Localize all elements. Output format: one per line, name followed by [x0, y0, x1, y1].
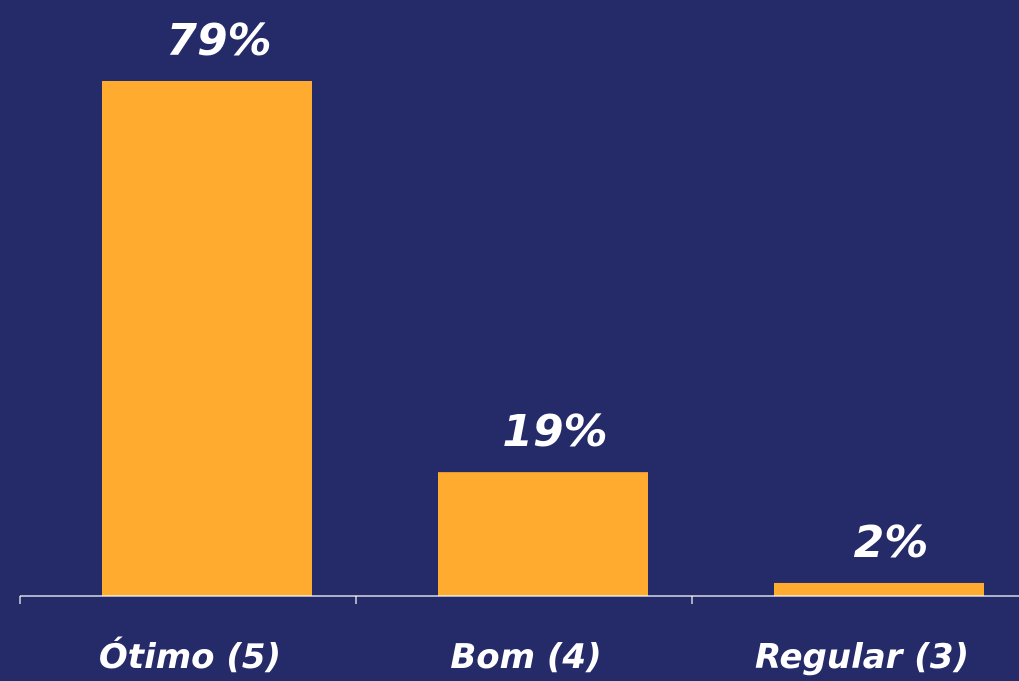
- data-label-1: 79%: [166, 15, 271, 66]
- category-label-1: Ótimo (5): [99, 636, 281, 676]
- bar-3: [774, 582, 984, 596]
- bar-1: [102, 81, 312, 596]
- data-label-3: 2%: [854, 517, 929, 568]
- bars-layer: [102, 81, 984, 596]
- data-labels: 79% 19% 2%: [166, 15, 928, 568]
- category-labels: Ótimo (5) Bom (4) Regular (3): [99, 636, 969, 677]
- data-label-2: 19%: [502, 406, 607, 457]
- category-label-3: Regular (3): [755, 637, 969, 676]
- x-axis-ticks: [19, 596, 693, 604]
- category-label-2: Bom (4): [450, 637, 601, 676]
- bar-2: [438, 472, 648, 596]
